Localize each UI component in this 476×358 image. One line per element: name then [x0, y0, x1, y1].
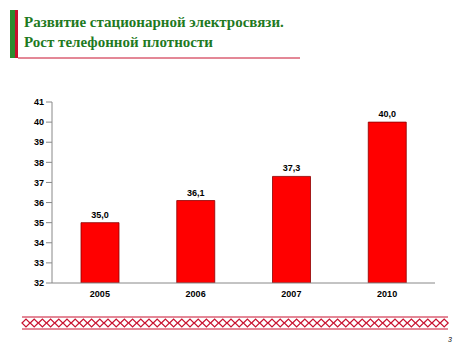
svg-text:35,0: 35,0 [91, 210, 109, 220]
svg-text:38: 38 [34, 158, 44, 168]
svg-text:40: 40 [34, 117, 44, 127]
html-text:Развитие стационарной электрос: Развитие стационарной электросвязи. Рост… [24, 14, 284, 50]
svg-text:37: 37 [34, 178, 44, 188]
svg-text:2007: 2007 [281, 289, 301, 299]
svg-text:2010: 2010 [377, 289, 397, 299]
svg-text:32: 32 [34, 278, 44, 288]
svg-text:41: 41 [34, 97, 44, 107]
svg-text:36,1: 36,1 [187, 188, 205, 198]
svg-text:40,0: 40,0 [378, 109, 396, 119]
svg-text:2006: 2006 [186, 289, 206, 299]
svg-text:39: 39 [34, 137, 44, 147]
svg-text:35: 35 [34, 218, 44, 228]
svg-text:2005: 2005 [90, 289, 110, 299]
svg-text:34: 34 [34, 238, 44, 248]
svg-text:33: 33 [34, 258, 44, 268]
svg-text:36: 36 [34, 198, 44, 208]
html-text:3: 3 [448, 336, 452, 343]
svg-text:37,3: 37,3 [283, 163, 301, 173]
